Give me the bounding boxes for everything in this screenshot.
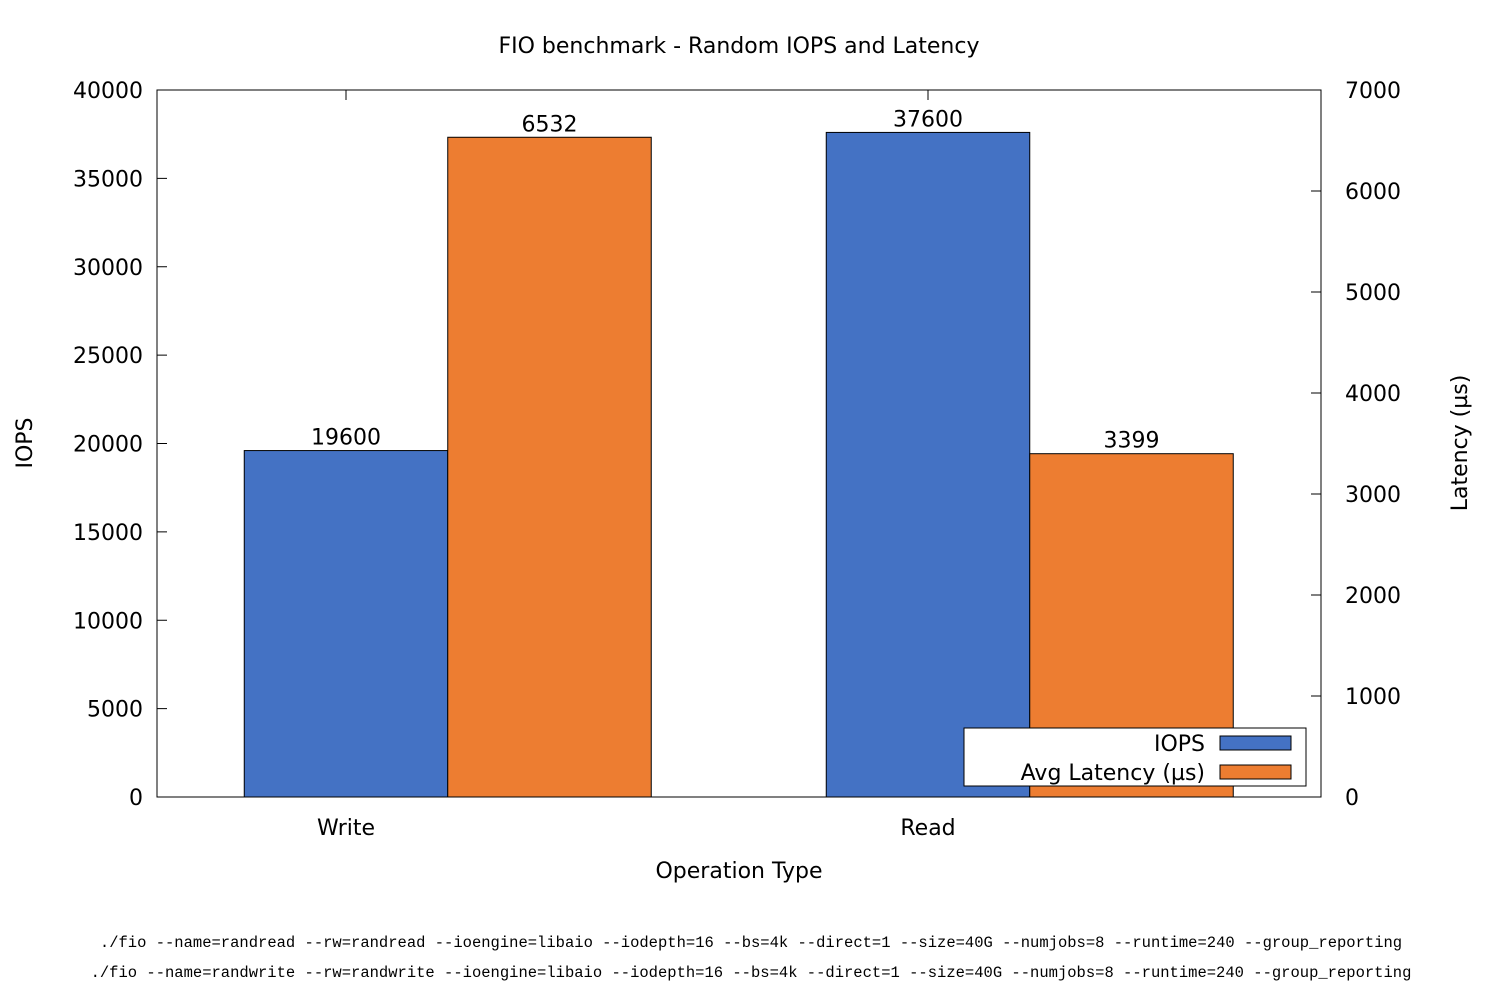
y-tick-label: 5000	[87, 698, 143, 723]
y2-tick-label: 5000	[1345, 281, 1401, 306]
y2-tick-label: 6000	[1345, 180, 1401, 205]
footnote-randread: ./fio --name=randread --rw=randread --io…	[100, 934, 1402, 952]
bar-iops-read	[825, 131, 1031, 798]
chart-title: FIO benchmark - Random IOPS and Latency	[498, 34, 979, 59]
data-label-latency-read: 3399	[1104, 429, 1160, 454]
y2-tick-label: 7000	[1345, 79, 1401, 104]
x-tick-label-write: Write	[317, 816, 375, 841]
y-tick-label: 40000	[73, 79, 143, 104]
y-tick-label: 35000	[73, 167, 143, 192]
data-label-iops-write: 19600	[311, 426, 381, 451]
x-axis-label: Operation Type	[655, 859, 822, 884]
bar-latency-write	[447, 136, 652, 798]
bar-iops-write	[243, 450, 449, 798]
y-tick-label: 25000	[73, 344, 143, 369]
y2-tick-label: 3000	[1345, 483, 1401, 508]
data-label-latency-write: 6532	[522, 112, 578, 137]
legend-swatch-iops	[1219, 735, 1292, 751]
y2-axis-label: Latency (µs)	[1448, 375, 1473, 512]
y-tick-label: 15000	[73, 521, 143, 546]
legend: IOPS Avg Latency (µs)	[963, 727, 1307, 787]
y2-tick-label: 4000	[1345, 382, 1401, 407]
y-tick-label: 30000	[73, 256, 143, 281]
data-label-iops-read: 37600	[893, 107, 963, 132]
y-tick-label: 0	[129, 786, 143, 811]
y-tick-label: 10000	[73, 609, 143, 634]
y-axis-label: IOPS	[13, 417, 38, 468]
footnote-randwrite: ./fio --name=randwrite --rw=randwrite --…	[91, 964, 1412, 982]
legend-label-latency: Avg Latency (µs)	[1021, 761, 1205, 786]
y2-tick-label: 0	[1345, 786, 1359, 811]
y2-tick-label: 1000	[1345, 685, 1401, 710]
legend-swatch-latency	[1219, 764, 1292, 780]
y2-tick-label: 2000	[1345, 584, 1401, 609]
y-tick-label: 20000	[73, 433, 143, 458]
legend-label-iops: IOPS	[1154, 732, 1205, 757]
x-tick-label-read: Read	[900, 816, 955, 841]
